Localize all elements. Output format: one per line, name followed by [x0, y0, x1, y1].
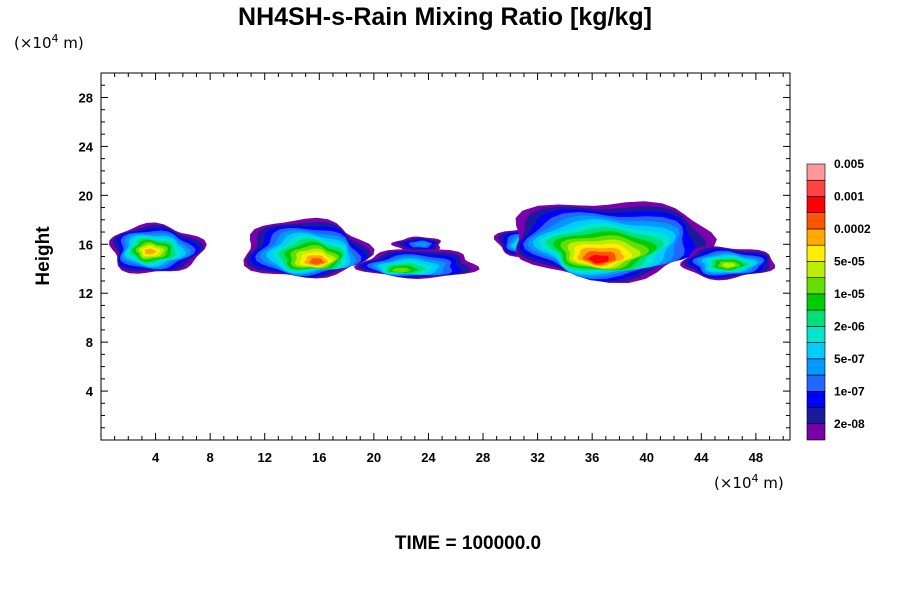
cloud-region	[109, 222, 207, 274]
x-tick-label: 48	[749, 450, 763, 465]
y-tick-label: 16	[79, 237, 93, 252]
colorbar-swatch	[806, 293, 826, 311]
contour-level	[414, 241, 429, 247]
x-tick-label: 40	[640, 450, 654, 465]
x-unit-label: (×104 m)	[714, 472, 784, 492]
x-tick-label: 32	[530, 450, 544, 465]
y-tick-label: 24	[79, 139, 94, 154]
x-unit-base: (×10	[714, 474, 752, 492]
y-tick-label: 20	[79, 188, 93, 203]
colorbar-label: 2e-06	[834, 319, 865, 333]
colorbar-label: 1e-05	[834, 287, 865, 301]
y-axis-label: Height	[33, 226, 54, 286]
x-unit-tail: m)	[759, 474, 784, 492]
colorbar-label: 5e-05	[834, 254, 865, 268]
colorbar-swatch	[806, 358, 826, 376]
contour-level	[391, 267, 411, 273]
x-tick-label: 16	[312, 450, 326, 465]
x-tick-label: 28	[476, 450, 490, 465]
colorbar: 2e-08 1e-07 5e-07 2e-06 1e-05 5e-05 0.0002 0.00…	[806, 157, 871, 441]
cloud-region	[243, 217, 375, 279]
y-unit-exp: 4	[52, 32, 59, 45]
colorbar-swatch	[806, 390, 826, 408]
y-tick-label: 28	[79, 90, 93, 105]
colorbar-swatch	[806, 179, 826, 197]
colorbar-swatch	[806, 261, 826, 278]
colorbar-swatch	[806, 326, 826, 343]
x-tick-label: 8	[207, 450, 214, 465]
x-tick-label: 36	[585, 450, 599, 465]
colorbar-swatch	[806, 228, 826, 246]
colorbar-swatch	[806, 309, 826, 327]
x-tick-label: 44	[694, 450, 709, 465]
colorbar-swatch	[806, 374, 826, 392]
colorbar-label: 5e-07	[834, 352, 865, 366]
x-tick-label: 4	[152, 450, 160, 465]
cloud-region	[680, 246, 776, 281]
cloud-region	[390, 236, 441, 252]
colorbar-swatch	[806, 212, 826, 230]
chart-title: NH4SH-s-Rain Mixing Ratio [kg/kg]	[238, 3, 652, 31]
colorbar-label: 1e-07	[834, 384, 865, 398]
y-tick-label: 8	[86, 335, 93, 350]
plot-area	[109, 201, 776, 283]
contour-level	[144, 248, 157, 255]
cloud-region	[515, 201, 717, 283]
colorbar-swatch	[806, 196, 826, 214]
x-unit-exp: 4	[752, 472, 759, 485]
x-tick-label: 12	[257, 450, 271, 465]
contour-level	[588, 254, 609, 264]
colorbar-swatch	[806, 277, 826, 295]
colorbar-swatch	[806, 244, 826, 262]
y-unit-base: (×10	[14, 34, 52, 52]
time-label: TIME = 100000.0	[395, 533, 541, 554]
y-unit-tail: m)	[59, 34, 84, 52]
colorbar-swatch	[806, 407, 826, 425]
colorbar-swatch	[806, 163, 826, 181]
colorbar-label: 0.001	[834, 189, 864, 203]
y-tick-label: 4	[86, 384, 94, 399]
contour-level	[309, 258, 325, 265]
colorbar-label: 0.005	[834, 157, 864, 171]
contour-level	[722, 262, 736, 268]
y-unit-label: (×104 m)	[14, 32, 84, 52]
x-tick-label: 20	[367, 450, 381, 465]
cloud-region	[353, 249, 480, 279]
colorbar-swatch	[806, 342, 826, 360]
x-tick-label: 24	[421, 450, 436, 465]
y-tick-label: 12	[79, 286, 93, 301]
colorbar-label: 0.0002	[834, 222, 871, 236]
colorbar-swatch	[806, 423, 826, 441]
colorbar-label: 2e-08	[834, 417, 865, 431]
